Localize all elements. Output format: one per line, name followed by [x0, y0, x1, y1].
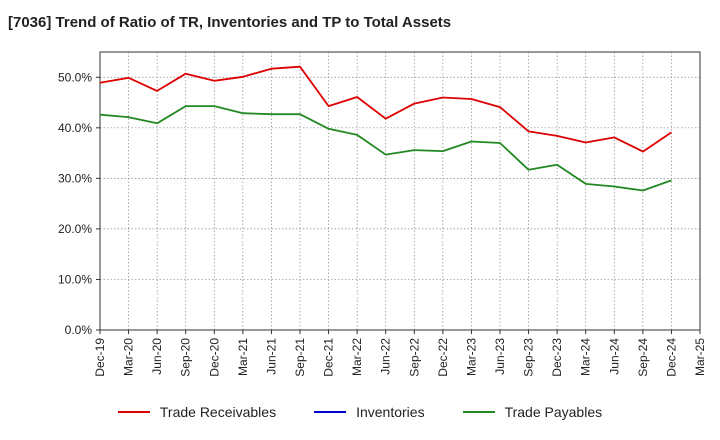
- legend-swatch-trade-payables: [462, 411, 495, 413]
- x-tick-label: Jun-22: [379, 338, 393, 375]
- legend-item-trade-payables: Trade Payables: [462, 404, 603, 420]
- x-tick-label: Sep-24: [636, 338, 650, 377]
- x-tick-label: Jun-24: [607, 338, 621, 375]
- x-tick-label: Dec-24: [664, 338, 678, 377]
- y-tick-label: 20.0%: [58, 222, 92, 236]
- x-tick-label: Sep-21: [293, 338, 307, 377]
- x-tick-label: Jun-20: [150, 338, 164, 375]
- x-tick-label: Dec-21: [322, 338, 336, 377]
- series-line-trade-payables: [99, 105, 672, 192]
- x-tick-label: Jun-21: [264, 338, 278, 375]
- y-tick-label: 40.0%: [58, 121, 92, 135]
- legend: Trade Receivables Inventories Trade Paya…: [0, 404, 720, 420]
- x-tick-label: Dec-22: [436, 338, 450, 377]
- y-tick-label: 50.0%: [58, 70, 92, 84]
- x-tick-label: Mar-22: [350, 338, 364, 376]
- plot-frame: [99, 51, 701, 331]
- x-tick-label: Mar-25: [693, 338, 707, 376]
- legend-label-inventories: Inventories: [356, 404, 425, 420]
- y-tick-label: 30.0%: [58, 171, 92, 185]
- x-tick-label: Mar-23: [464, 338, 478, 376]
- legend-swatch-inventories: [314, 411, 347, 413]
- x-tick-label: Mar-24: [579, 338, 593, 376]
- x-tick-label: Sep-20: [179, 338, 193, 377]
- legend-label-trade-receivables: Trade Receivables: [159, 404, 277, 420]
- x-tick-label: Mar-21: [236, 338, 250, 376]
- y-tick-label: 10.0%: [58, 272, 92, 286]
- chart-title: [7036] Trend of Ratio of TR, Inventories…: [8, 14, 452, 31]
- x-tick-label: Dec-19: [93, 338, 107, 377]
- x-tick-label: Dec-23: [550, 338, 564, 377]
- x-tick-label: Mar-20: [122, 338, 136, 376]
- y-tick-label: 0.0%: [65, 323, 93, 337]
- x-tick-label: Sep-22: [407, 338, 421, 377]
- legend-item-inventories: Inventories: [314, 404, 425, 420]
- x-tick-label: Sep-23: [522, 338, 536, 377]
- legend-swatch-trade-receivables: [117, 411, 150, 413]
- legend-label-trade-payables: Trade Payables: [504, 404, 603, 420]
- x-tick-label: Jun-23: [493, 338, 507, 375]
- x-tick-label: Dec-20: [207, 338, 221, 377]
- legend-item-trade-receivables: Trade Receivables: [117, 404, 277, 420]
- series-line-trade-receivables: [99, 65, 672, 153]
